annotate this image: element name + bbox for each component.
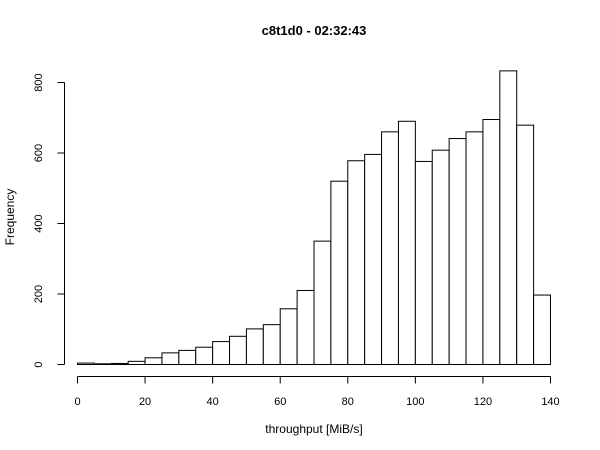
histogram-bar bbox=[212, 341, 231, 365]
y-tick-label: 800 bbox=[33, 73, 45, 91]
histogram-bar bbox=[397, 120, 416, 366]
x-axis: 0 20 40 60 80 100 120 140 bbox=[74, 376, 560, 408]
histogram-bar bbox=[144, 357, 163, 365]
x-tick-label: 60 bbox=[274, 396, 286, 408]
histogram-bar bbox=[110, 362, 129, 366]
histogram-bar bbox=[229, 335, 247, 365]
y-tick-label: 200 bbox=[33, 285, 45, 303]
histogram-bar bbox=[77, 362, 95, 365]
y-axis: 0 200 400 600 800 bbox=[33, 73, 65, 368]
histogram-bar bbox=[414, 160, 433, 365]
histogram-bar bbox=[245, 328, 264, 365]
histogram-bar bbox=[516, 124, 535, 365]
histogram-bar bbox=[381, 131, 399, 365]
histogram-bar bbox=[448, 138, 467, 365]
y-tick-label: 600 bbox=[33, 144, 45, 162]
x-tick-label: 40 bbox=[207, 396, 219, 408]
histogram-bar bbox=[313, 240, 332, 365]
histogram-bar bbox=[431, 149, 450, 365]
x-tick-label: 0 bbox=[74, 396, 80, 408]
histogram-bar bbox=[195, 346, 214, 366]
histogram-bar bbox=[330, 180, 349, 365]
histogram-bar bbox=[482, 119, 501, 365]
histogram-bar bbox=[93, 363, 112, 366]
histogram-bar bbox=[161, 352, 180, 365]
x-axis-label: throughput [MiB/s] bbox=[265, 422, 362, 436]
y-tick-label: 400 bbox=[33, 214, 45, 232]
histogram-bar bbox=[533, 294, 551, 365]
x-tick-label: 120 bbox=[474, 396, 492, 408]
y-tick-label: 0 bbox=[33, 361, 45, 367]
x-tick-label: 80 bbox=[342, 396, 354, 408]
histogram-bar bbox=[296, 289, 315, 366]
histogram-bar bbox=[347, 160, 366, 365]
histogram-bar bbox=[262, 324, 281, 366]
histogram-bar bbox=[178, 349, 197, 365]
histogram-bar bbox=[465, 131, 484, 365]
y-axis-label: Frequency bbox=[3, 189, 17, 246]
histogram-bar bbox=[127, 360, 146, 366]
x-tick-label: 20 bbox=[139, 396, 151, 408]
x-tick-label: 140 bbox=[541, 396, 559, 408]
histogram-bar bbox=[364, 153, 383, 365]
histogram-bar bbox=[279, 308, 298, 365]
x-tick-label: 100 bbox=[406, 396, 424, 408]
histogram-bar bbox=[499, 70, 518, 366]
histogram-bars bbox=[77, 70, 551, 366]
chart-title: c8t1d0 - 02:32:43 bbox=[262, 23, 367, 38]
